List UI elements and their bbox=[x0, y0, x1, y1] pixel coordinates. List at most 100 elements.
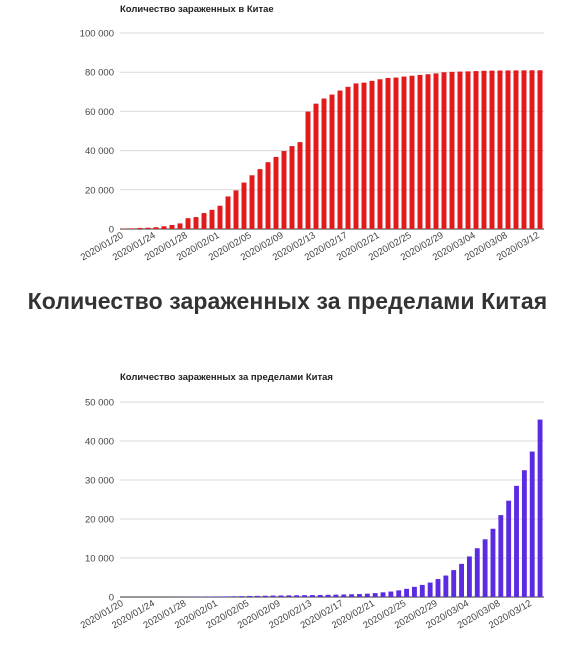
y-tick-label: 0 bbox=[109, 593, 114, 604]
bar bbox=[459, 563, 464, 597]
bar bbox=[357, 594, 362, 597]
bar bbox=[262, 595, 268, 597]
bar bbox=[145, 227, 151, 229]
y-tick-label: 0 bbox=[109, 225, 114, 236]
bar bbox=[521, 470, 527, 597]
bar bbox=[309, 595, 315, 597]
bar bbox=[161, 226, 167, 229]
bar bbox=[412, 586, 417, 597]
bar bbox=[233, 190, 239, 229]
bar bbox=[481, 70, 487, 229]
bar bbox=[427, 582, 433, 597]
bar bbox=[209, 209, 215, 229]
bar bbox=[449, 71, 455, 229]
bar bbox=[364, 593, 370, 597]
bar bbox=[294, 595, 300, 597]
bar bbox=[514, 485, 519, 597]
bar bbox=[345, 86, 351, 229]
bar bbox=[521, 70, 527, 229]
bar bbox=[537, 70, 543, 230]
bar bbox=[377, 79, 383, 229]
bar bbox=[239, 596, 245, 597]
bar bbox=[329, 94, 335, 229]
bar bbox=[465, 71, 471, 229]
bar bbox=[457, 71, 463, 229]
y-tick-label: 30 000 bbox=[85, 476, 114, 487]
bar bbox=[393, 77, 399, 229]
bar bbox=[241, 182, 247, 229]
bar bbox=[482, 539, 488, 597]
y-tick-label: 20 000 bbox=[85, 185, 114, 196]
chart-title: Количество зараженных за пределами Китая bbox=[120, 372, 333, 383]
bar bbox=[265, 162, 271, 229]
bar bbox=[396, 590, 402, 597]
bar bbox=[137, 227, 143, 229]
bar bbox=[289, 146, 295, 229]
bar bbox=[317, 594, 323, 597]
bar bbox=[404, 588, 410, 597]
page-heading: Количество зараженных за пределами Китая bbox=[27, 288, 548, 314]
bar bbox=[247, 595, 252, 597]
bar bbox=[254, 595, 260, 597]
bar bbox=[425, 74, 431, 229]
bar bbox=[433, 73, 439, 230]
bar bbox=[361, 82, 367, 230]
bar bbox=[193, 217, 199, 229]
y-tick-label: 100 000 bbox=[80, 29, 114, 40]
bar bbox=[177, 223, 183, 229]
bar bbox=[401, 76, 407, 229]
bar bbox=[270, 595, 276, 597]
bar bbox=[417, 74, 423, 230]
bar bbox=[380, 592, 386, 597]
bar bbox=[333, 594, 339, 597]
bar bbox=[185, 218, 191, 229]
bar bbox=[537, 419, 543, 597]
bar bbox=[473, 71, 479, 230]
bar bbox=[385, 77, 391, 229]
bar bbox=[490, 528, 496, 597]
y-tick-label: 40 000 bbox=[85, 146, 114, 157]
bar bbox=[337, 90, 343, 230]
bar bbox=[121, 228, 127, 229]
bar bbox=[372, 593, 378, 597]
bar bbox=[474, 548, 480, 597]
bar bbox=[273, 156, 279, 229]
bar bbox=[441, 72, 447, 229]
bar bbox=[302, 595, 307, 597]
bar bbox=[506, 500, 512, 597]
bar bbox=[201, 213, 207, 229]
bar bbox=[281, 151, 287, 229]
bar bbox=[257, 169, 263, 229]
bar bbox=[129, 228, 135, 229]
y-tick-label: 40 000 bbox=[85, 437, 114, 448]
bar bbox=[215, 596, 221, 597]
y-tick-label: 50 000 bbox=[85, 398, 114, 409]
y-tick-label: 20 000 bbox=[85, 515, 114, 526]
china-cases-chart: Количество зараженных в Китае 0 20 000 40 … bbox=[0, 0, 575, 272]
bar bbox=[497, 70, 503, 229]
bar bbox=[529, 451, 535, 597]
bar bbox=[353, 83, 359, 229]
bar bbox=[369, 80, 375, 229]
bar bbox=[249, 175, 255, 229]
bar bbox=[489, 70, 495, 229]
bar bbox=[231, 596, 237, 597]
bar bbox=[313, 103, 319, 229]
bar bbox=[341, 594, 347, 597]
bar bbox=[513, 70, 519, 229]
bar bbox=[388, 591, 394, 597]
bar bbox=[498, 515, 504, 597]
y-tick-label: 10 000 bbox=[85, 554, 114, 565]
y-tick-label: 60 000 bbox=[85, 107, 114, 118]
bar bbox=[529, 70, 535, 229]
bar bbox=[321, 98, 327, 229]
bar bbox=[451, 570, 457, 597]
bar bbox=[278, 595, 284, 597]
bar bbox=[225, 196, 231, 229]
bar bbox=[505, 70, 511, 229]
bar bbox=[466, 556, 472, 597]
bar bbox=[349, 594, 355, 597]
bar bbox=[409, 75, 415, 230]
